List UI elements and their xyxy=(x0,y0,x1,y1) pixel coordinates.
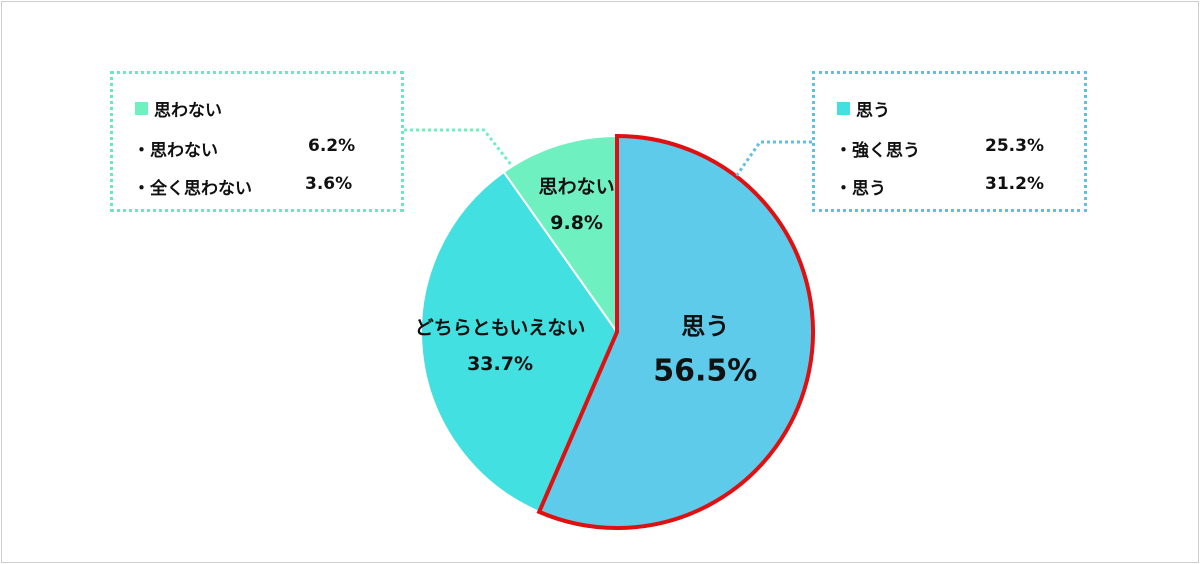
legend-row-label: ・全く思わない xyxy=(133,179,252,199)
legend-connector xyxy=(733,140,812,179)
slice-value-label: 56.5% xyxy=(653,353,757,388)
legend-title-text: 思わない xyxy=(154,101,222,121)
legend-row-label: ・思う xyxy=(835,179,886,199)
highlight-border xyxy=(536,133,815,530)
pie-slice xyxy=(420,170,619,514)
legend-row-value: 31.2% xyxy=(985,174,1044,194)
slice-label: 思う xyxy=(681,312,729,340)
slice-label: 思わない xyxy=(539,176,615,198)
legend-box-title: 思う xyxy=(837,96,890,121)
slice-value-label: 9.8% xyxy=(550,212,603,234)
slice-value-label: 33.7% xyxy=(467,353,533,375)
legend-row: ・全く思わない 3.6% xyxy=(133,174,352,199)
legend-box-agree: 思う ・強く思う 25.3% ・思う 31.2% xyxy=(812,71,1087,212)
legend-row: ・思わない 6.2% xyxy=(133,136,355,161)
legend-row-label: ・強く思う xyxy=(835,141,920,161)
legend-title-text: 思う xyxy=(856,101,890,121)
slice-label: どちらともいえない xyxy=(415,317,586,339)
legend-row-value: 6.2% xyxy=(308,136,356,156)
legend-row: ・思う 31.2% xyxy=(835,174,1044,199)
pie-slice xyxy=(502,134,618,336)
legend-row-value: 25.3% xyxy=(985,136,1044,156)
legend-row-label: ・思わない xyxy=(133,141,218,161)
legend-row: ・強く思う 25.3% xyxy=(835,136,1044,161)
legend-swatch xyxy=(135,102,148,115)
legend-connector xyxy=(404,128,514,167)
legend-box-disagree: 思わない ・思わない 6.2% ・全く思わない 3.6% xyxy=(110,71,404,212)
legend-row-value: 3.6% xyxy=(305,174,353,194)
legend-box-title: 思わない xyxy=(135,96,222,121)
legend-swatch xyxy=(837,102,850,115)
